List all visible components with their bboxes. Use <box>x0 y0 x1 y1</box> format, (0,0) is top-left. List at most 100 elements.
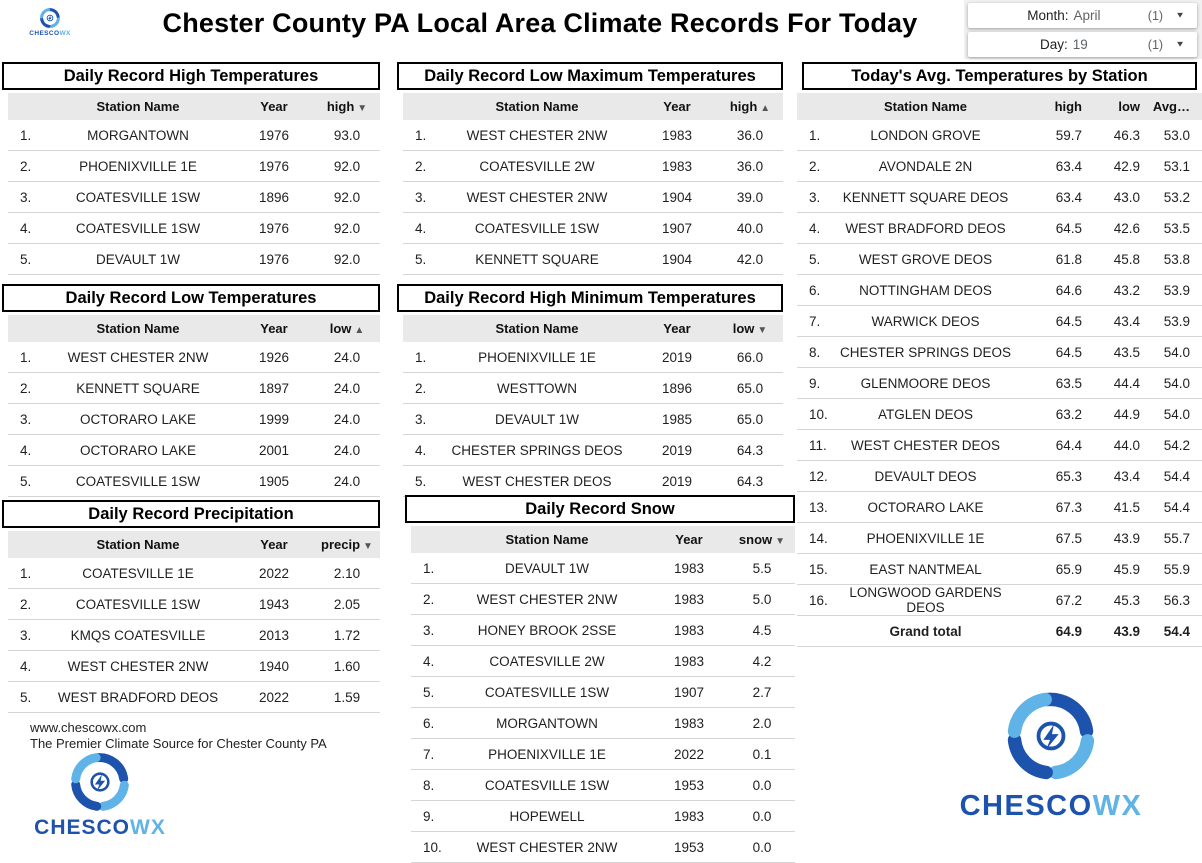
chescowx-logo: CHESCOWX <box>941 688 1161 823</box>
year-value: 2019 <box>661 442 693 458</box>
high-value: 67.5 <box>1055 530 1082 546</box>
column-header-year[interactable]: Year <box>675 532 703 547</box>
record-value: 92.0 <box>333 189 361 205</box>
table-header: Station Name Year low ▼ <box>403 315 783 342</box>
table-title: Daily Record Low Temperatures <box>2 284 380 312</box>
year-value: 1983 <box>661 158 693 174</box>
station-name: KENNETT SQUARE <box>76 380 200 396</box>
row-index: 9. <box>423 808 435 824</box>
column-header-year[interactable]: Year <box>260 537 288 552</box>
sort-desc-icon: ▼ <box>775 536 786 547</box>
station-name: COATESVILLE 1SW <box>75 220 201 236</box>
high-value: 63.4 <box>1055 189 1082 205</box>
high-total: 64.9 <box>1055 623 1082 639</box>
table-row: 1. COATESVILLE 1E 2022 2.10 <box>8 558 380 589</box>
column-header-station[interactable]: Station Name <box>96 321 180 336</box>
column-header-station[interactable]: Station Name <box>883 99 968 114</box>
record-value: 92.0 <box>333 158 361 174</box>
year-value: 1904 <box>661 251 693 267</box>
year-value: 1926 <box>258 349 290 365</box>
station-name: WEST CHESTER 2NW <box>466 127 608 143</box>
avg-value: 53.9 <box>1163 313 1190 329</box>
sort-desc-icon: ▼ <box>757 325 768 336</box>
avg-value: 55.7 <box>1163 530 1190 546</box>
row-index: 1. <box>20 565 32 581</box>
table-row: 11. WEST CHESTER DEOS 64.4 44.0 54.2 <box>797 430 1202 461</box>
row-index: 16. <box>809 592 828 608</box>
row-index: 4. <box>423 653 435 669</box>
station-name: WEST CHESTER 2NW <box>67 349 209 365</box>
station-name: KENNETT SQUARE DEOS <box>842 189 1009 205</box>
station-name: DEVAULT 1W <box>95 251 181 267</box>
avg-value: 56.3 <box>1163 592 1190 608</box>
column-header-value[interactable]: snow ▼ <box>738 532 786 547</box>
table-row: 8. COATESVILLE 1SW 1953 0.0 <box>411 770 795 801</box>
column-header-station[interactable]: Station Name <box>505 532 589 547</box>
row-index: 2. <box>423 591 435 607</box>
station-name: WARWICK DEOS <box>871 313 980 329</box>
table-header: Station Name Year high ▼ <box>8 93 380 120</box>
column-header-value[interactable]: low ▼ <box>732 321 768 336</box>
column-header-year[interactable]: Year <box>260 99 288 114</box>
row-index: 7. <box>423 746 435 762</box>
table-row: 5. WEST CHESTER DEOS 2019 64.3 <box>403 466 783 497</box>
record-value: 5.5 <box>752 560 772 576</box>
avg-value: 54.0 <box>1163 344 1190 360</box>
table-row: 2. PHOENIXVILLE 1E 1976 92.0 <box>8 151 380 182</box>
row-index: 5. <box>809 251 821 267</box>
row-index: 2. <box>20 380 32 396</box>
row-index: 1. <box>20 127 32 143</box>
column-header-avg[interactable]: Avg… <box>1152 99 1190 114</box>
record-precip-table: Daily Record Precipitation Station Name Ye… <box>2 500 380 713</box>
table-row: 2. COATESVILLE 1SW 1943 2.05 <box>8 589 380 620</box>
table-row: 12. DEVAULT DEOS 65.3 43.4 54.4 <box>797 461 1202 492</box>
table-title: Daily Record High Minimum Temperatures <box>397 284 783 312</box>
table-title: Today's Avg. Temperatures by Station <box>802 62 1197 90</box>
table-row: 2. COATESVILLE 2W 1983 36.0 <box>403 151 783 182</box>
table-title: Daily Record Low Maximum Temperatures <box>397 62 783 90</box>
row-index: 1. <box>415 127 427 143</box>
table-row: 10. WEST CHESTER 2NW 1953 0.0 <box>411 832 795 863</box>
column-header-station[interactable]: Station Name <box>96 537 180 552</box>
station-name: COATESVILLE 2W <box>479 158 595 174</box>
avg-value: 54.2 <box>1163 437 1190 453</box>
day-filter[interactable]: Day: 19 (1) ▼ <box>968 32 1197 57</box>
table-header: Station Name Year snow ▼ <box>411 526 795 553</box>
year-value: 1985 <box>661 411 693 427</box>
row-index: 6. <box>809 282 821 298</box>
column-header-year[interactable]: Year <box>663 321 691 336</box>
column-header-year[interactable]: Year <box>663 99 691 114</box>
column-header-station[interactable]: Station Name <box>96 99 180 114</box>
station-name: MORGANTOWN <box>87 127 189 143</box>
low-value: 44.4 <box>1113 375 1140 391</box>
record-high-min-temps-table: Daily Record High Minimum Temperatures St… <box>397 284 783 497</box>
record-value: 2.0 <box>752 715 772 731</box>
row-index: 10. <box>423 839 442 855</box>
row-index: 2. <box>20 158 32 174</box>
sort-asc-icon: ▲ <box>354 325 365 336</box>
column-header-year[interactable]: Year <box>260 321 288 336</box>
footer-text: www.chescowx.com The Premier Climate Sou… <box>30 720 327 752</box>
low-total: 43.9 <box>1113 623 1140 639</box>
table-row: 1. WEST CHESTER 2NW 1983 36.0 <box>403 120 783 151</box>
column-header-low[interactable]: low <box>1118 99 1140 114</box>
year-value: 1896 <box>661 380 693 396</box>
avg-value: 53.1 <box>1163 158 1190 174</box>
table-row: 6. NOTTINGHAM DEOS 64.6 43.2 53.9 <box>797 275 1202 306</box>
column-header-value[interactable]: low ▲ <box>329 321 365 336</box>
station-name: EAST NANTMEAL <box>869 561 982 577</box>
column-header-value[interactable]: precip ▼ <box>321 537 373 552</box>
station-name: DEVAULT 1W <box>494 411 580 427</box>
row-index: 3. <box>809 189 821 205</box>
column-header-station[interactable]: Station Name <box>495 321 579 336</box>
month-filter[interactable]: Month: April (1) ▼ <box>968 3 1197 28</box>
avg-value: 54.4 <box>1163 499 1190 515</box>
high-value: 63.5 <box>1055 375 1082 391</box>
column-header-high[interactable]: high <box>1054 99 1082 114</box>
row-index: 3. <box>415 411 427 427</box>
column-header-station[interactable]: Station Name <box>495 99 579 114</box>
column-header-value[interactable]: high ▼ <box>326 99 368 114</box>
row-index: 5. <box>415 251 427 267</box>
column-header-value[interactable]: high ▲ <box>729 99 771 114</box>
table-row: 2. AVONDALE 2N 63.4 42.9 53.1 <box>797 151 1202 182</box>
